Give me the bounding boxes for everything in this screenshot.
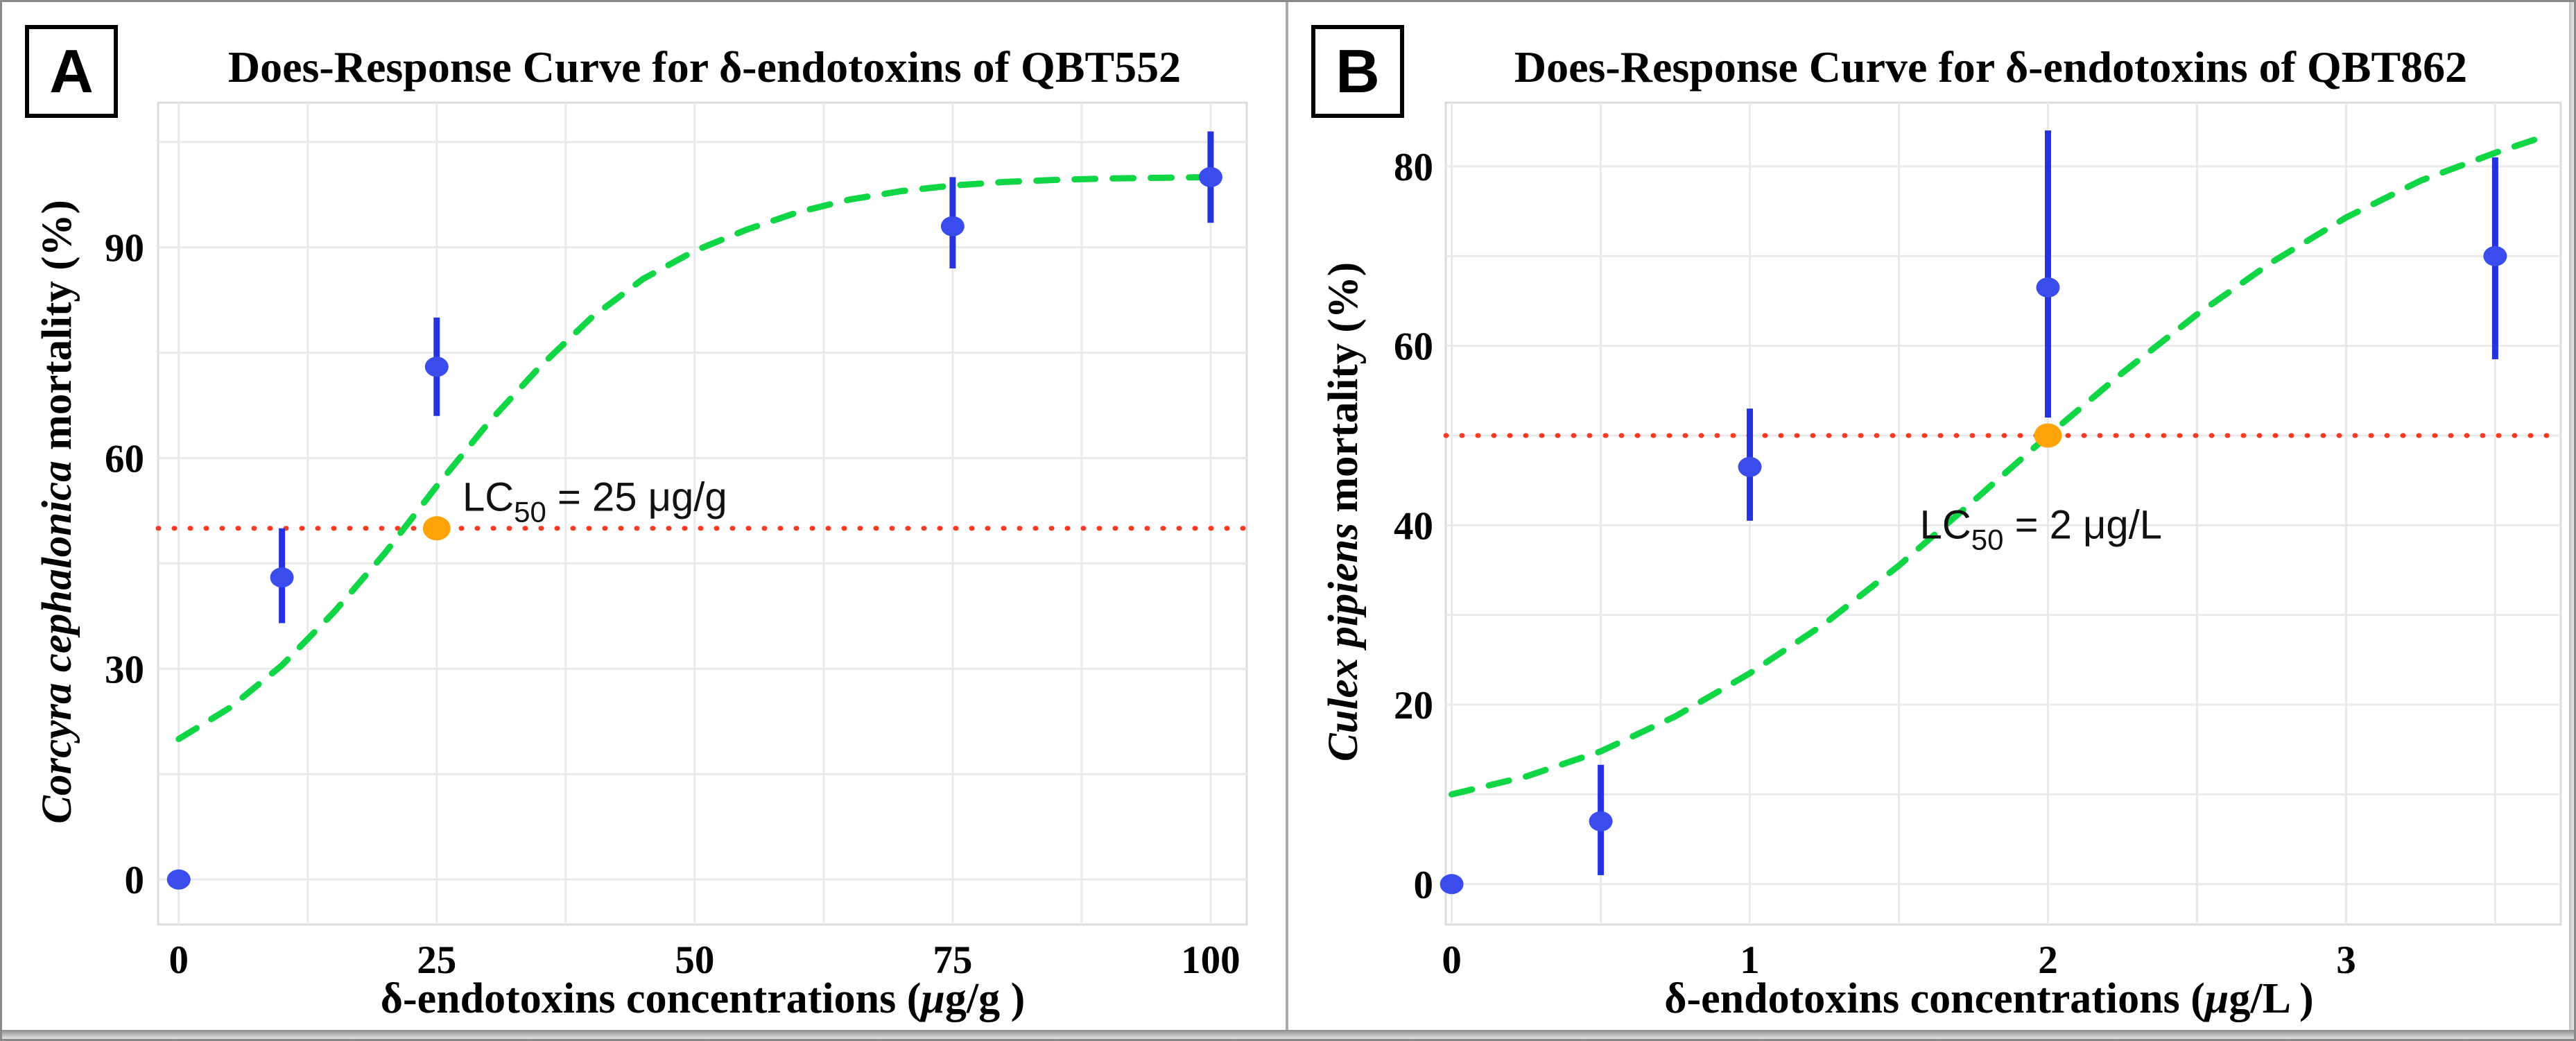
x-tick-label: 2 — [2038, 938, 2058, 982]
panel-a-plot-area: LC50 = 25 μg/g 0 30 60 90 0 25 50 75 100 — [105, 101, 1250, 982]
panel-b: B Does-Response Curve for δ-endotoxins o… — [1288, 2, 2572, 1030]
data-point — [2483, 246, 2507, 266]
data-point — [2036, 277, 2060, 298]
lc50-annotation: LC50 = 25 μg/g — [463, 474, 727, 528]
data-point — [166, 869, 191, 890]
y-tick-label: 0 — [1414, 863, 1434, 907]
x-tick-label: 100 — [1181, 938, 1241, 982]
panel-b-xlabel-mu: μ — [2204, 975, 2229, 1022]
y-tick-label: 90 — [105, 227, 144, 270]
figure-bottom-shadow — [2, 1030, 2574, 1039]
y-tick-label: 40 — [1394, 504, 1433, 548]
lc50-marker — [422, 516, 451, 541]
y-tick-label: 30 — [105, 648, 144, 691]
panel-a-x-axis-label: δ-endotoxins concentrations (μg/g ) — [158, 973, 1247, 1024]
panel-a-label: A — [49, 37, 94, 105]
x-tick-label: 25 — [417, 938, 456, 982]
panel-a-xlabel-mu: μ — [921, 975, 945, 1022]
data-point — [1440, 874, 1464, 895]
panel-b-label: B — [1335, 37, 1380, 105]
panel-a-title: Does-Response Curve for δ-endotoxins of … — [227, 42, 1182, 92]
fitted-dose-response-curve — [175, 173, 1214, 743]
y-tick-label: 20 — [1394, 684, 1433, 728]
x-tick-label: 0 — [1442, 938, 1462, 982]
panel-b-xlabel-post: g/L ) — [2229, 975, 2314, 1022]
x-tick-label: 1 — [1740, 938, 1760, 982]
y-tick-label: 60 — [1394, 325, 1433, 369]
x-tick-label: 0 — [169, 938, 189, 982]
y-tick-label: 60 — [105, 437, 144, 481]
panel-b-xlabel-pre: δ-endotoxins concentrations ( — [1664, 975, 2205, 1022]
x-tick-label: 50 — [675, 938, 714, 982]
panel-divider — [1286, 2, 1288, 1039]
y-tick-label: 80 — [1394, 146, 1433, 189]
y-tick-label: 0 — [125, 859, 145, 902]
panel-a: A Does-Response Curve for δ-endotoxins o… — [2, 2, 1286, 1030]
fitted-dose-response-curve — [1449, 132, 2552, 798]
panel-b-plot-area: LC50 = 2 μg/L 0 20 40 60 80 0 1 2 3 — [1394, 101, 2564, 982]
data-point — [1198, 166, 1222, 187]
panel-a-label-box: A — [25, 25, 118, 118]
panel-b-title: Does-Response Curve for δ-endotoxins of … — [1514, 42, 2468, 92]
figure-right-shadow — [2569, 2, 2574, 1039]
panel-b-x-axis-label: δ-endotoxins concentrations (μg/L ) — [1444, 973, 2534, 1024]
panel-a-xlabel-post: g/g ) — [944, 975, 1026, 1022]
lc50-annotation: LC50 = 2 μg/L — [1920, 503, 2162, 556]
x-tick-label: 75 — [933, 938, 972, 982]
x-tick-label: 3 — [2336, 938, 2356, 982]
panel-b-label-box: B — [1311, 25, 1404, 118]
data-point — [270, 567, 294, 588]
panel-a-xlabel-pre: δ-endotoxins concentrations ( — [380, 975, 922, 1022]
lc50-marker — [2034, 423, 2062, 448]
data-point — [1738, 456, 1762, 477]
plot-frame — [1444, 101, 2562, 926]
plot-frame — [157, 101, 1248, 926]
data-point — [424, 356, 449, 377]
data-point — [1589, 811, 1613, 832]
data-point — [940, 216, 965, 236]
